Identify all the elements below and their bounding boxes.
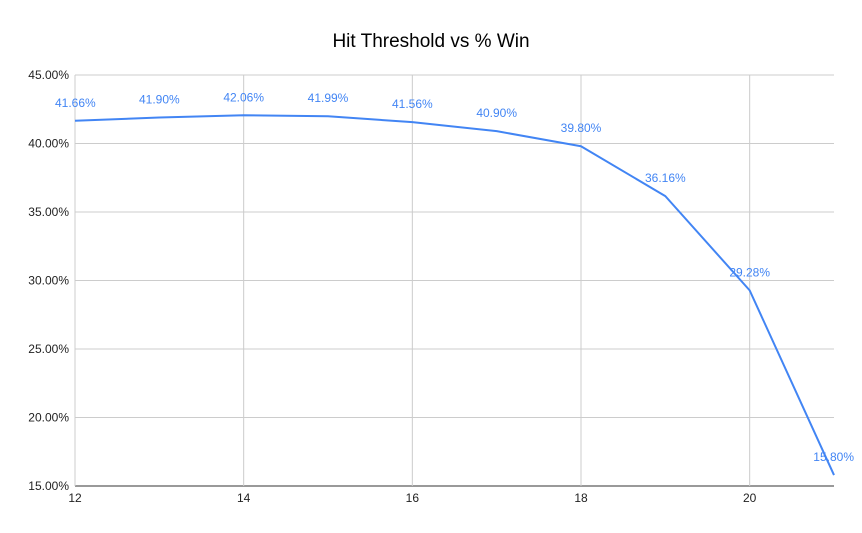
chart-title: Hit Threshold vs % Win bbox=[332, 31, 529, 52]
y-tick-label: 25.00% bbox=[28, 342, 69, 356]
y-tick-label: 20.00% bbox=[28, 411, 69, 425]
data-label: 41.66% bbox=[55, 96, 96, 110]
x-tick-label: 20 bbox=[743, 491, 757, 505]
data-label: 41.90% bbox=[139, 92, 180, 106]
data-label: 15.80% bbox=[813, 450, 854, 464]
series-layer bbox=[74, 114, 835, 476]
data-labels: 41.66% 41.90% 42.06% 41.99% 41.56% 40.90% 39.8… bbox=[55, 90, 854, 464]
y-tick-label: 45.00% bbox=[28, 68, 69, 82]
data-label: 36.16% bbox=[645, 171, 686, 185]
y-tick-label: 35.00% bbox=[28, 205, 69, 219]
x-tick-label: 16 bbox=[406, 491, 420, 505]
x-tick-label: 18 bbox=[574, 491, 588, 505]
y-tick-label: 30.00% bbox=[28, 274, 69, 288]
axes: 15.00% 20.00% 25.00% 30.00% 35.00% 40.00% 45.0… bbox=[28, 68, 756, 505]
y-tick-label: 15.00% bbox=[28, 479, 69, 493]
y-tick-label: 40.00% bbox=[28, 137, 69, 151]
data-label: 40.90% bbox=[476, 106, 517, 120]
data-label: 42.06% bbox=[223, 90, 264, 104]
x-tick-label: 12 bbox=[68, 491, 82, 505]
data-label: 39.80% bbox=[561, 121, 602, 135]
gridlines bbox=[74, 74, 834, 487]
data-label: 41.99% bbox=[308, 91, 349, 105]
series-line bbox=[74, 114, 835, 476]
data-label: 29.28% bbox=[729, 265, 770, 279]
x-tick-label: 14 bbox=[237, 491, 251, 505]
data-label: 41.56% bbox=[392, 97, 433, 111]
